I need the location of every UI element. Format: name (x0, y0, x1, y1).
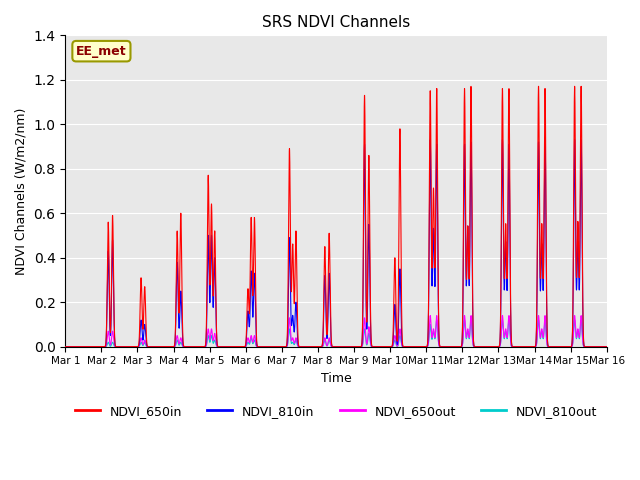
Legend: NDVI_650in, NDVI_810in, NDVI_650out, NDVI_810out: NDVI_650in, NDVI_810in, NDVI_650out, NDV… (70, 400, 602, 423)
Y-axis label: NDVI Channels (W/m2/nm): NDVI Channels (W/m2/nm) (15, 108, 28, 275)
X-axis label: Time: Time (321, 372, 351, 385)
Text: EE_met: EE_met (76, 45, 127, 58)
Title: SRS NDVI Channels: SRS NDVI Channels (262, 15, 410, 30)
